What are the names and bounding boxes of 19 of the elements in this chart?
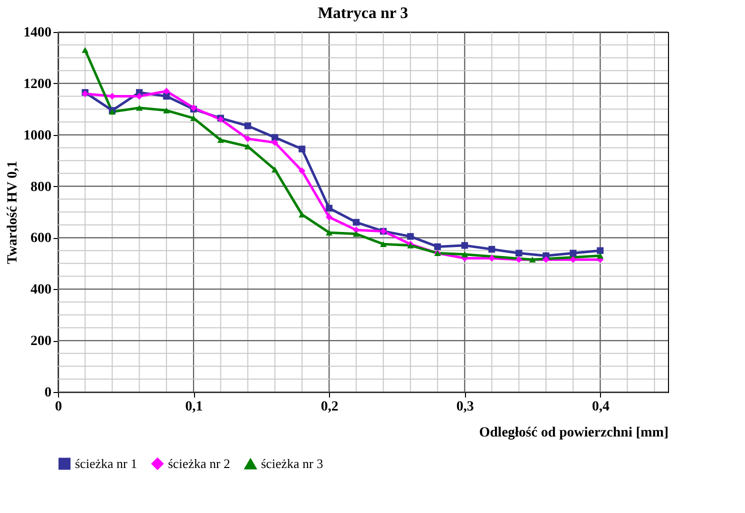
y-axis-title: Twardość HV 0,1 [6,160,20,264]
x-axis-title: Odległość od powierzchni [mm] [479,426,668,440]
y-tick-label: 0 [44,386,52,400]
x-tick-label: 0 [55,400,62,414]
legend-label: ścieżka nr 2 [168,456,230,471]
legend-label: ścieżka nr 3 [261,456,324,472]
y-tick-label: 400 [30,282,52,298]
y-tick-label: 600 [30,231,52,246]
x-tick-label: 0,4 [592,400,610,414]
x-tick-label: 0,2 [320,400,338,414]
x-tick-label: 0,3 [456,400,474,414]
y-tick-label: 800 [30,180,52,195]
y-tick-label: 1000 [24,128,52,144]
legend-label: ścieżka nr 1 [75,456,138,471]
chart-title: Matryca nr 3 [318,5,408,22]
y-tick-label: 1200 [24,76,52,92]
x-tick-label: 0,1 [185,400,203,414]
y-tick-label: 1400 [24,26,52,40]
y-tick-label: 200 [30,334,52,350]
